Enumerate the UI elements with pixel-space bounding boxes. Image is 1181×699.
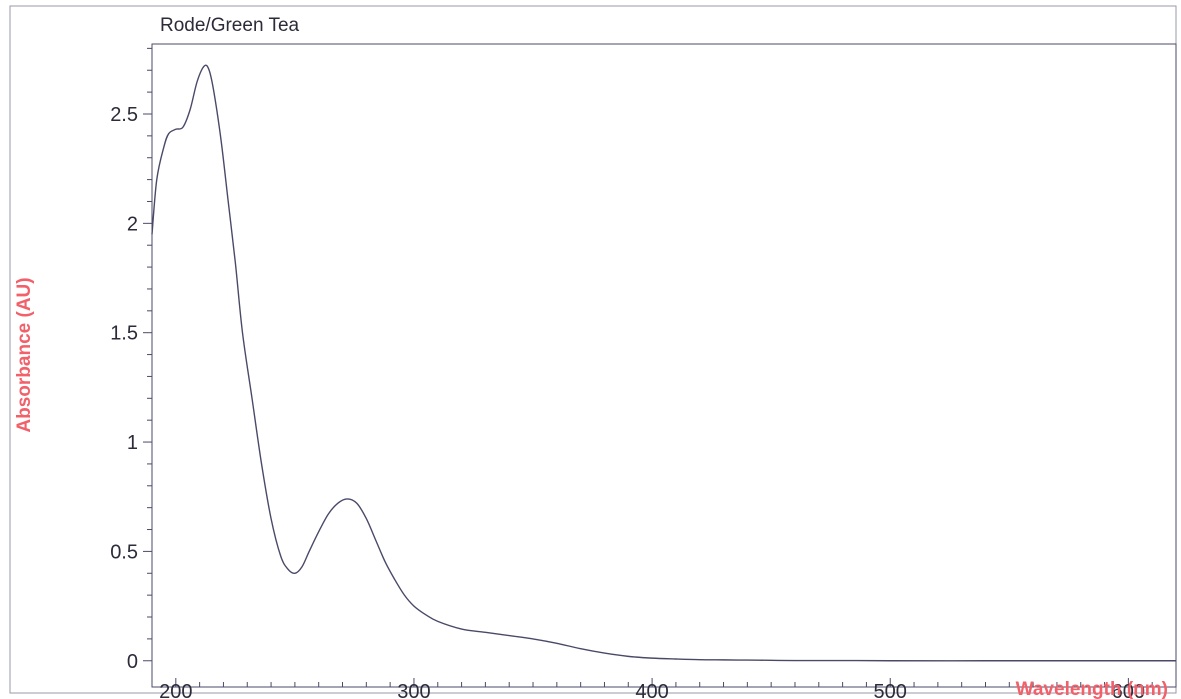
y-tick-label: 0 — [127, 651, 138, 673]
y-axis-ticks: 0 0.5 1 1.5 2 2.5 — [110, 47, 152, 673]
x-tick-label: 200 — [159, 681, 192, 699]
y-tick-label: 0.5 — [110, 541, 138, 563]
series-line-0 — [151, 64, 1176, 662]
series-layer — [151, 64, 1176, 662]
x-axis-ticks: 200 300 400 500 600 — [151, 678, 1177, 699]
y-tick-label: 2.5 — [110, 104, 138, 126]
x-tick-label: 400 — [635, 681, 668, 699]
x-tick-label: 600 — [1112, 681, 1145, 699]
y-axis-label: Absorbance (AU) — [14, 277, 35, 432]
figure-border — [9, 5, 1177, 694]
x-tick-label: 300 — [397, 681, 430, 699]
y-tick-label: 1.5 — [110, 323, 138, 345]
y-tick-label: 1 — [127, 432, 138, 454]
chart-title: Rode/Green Tea — [160, 15, 300, 36]
plot-frame — [151, 43, 1177, 688]
x-axis-label: Wavelength (nm) — [1016, 679, 1168, 699]
x-tick-label: 500 — [874, 681, 907, 699]
y-tick-label: 2 — [127, 213, 138, 235]
